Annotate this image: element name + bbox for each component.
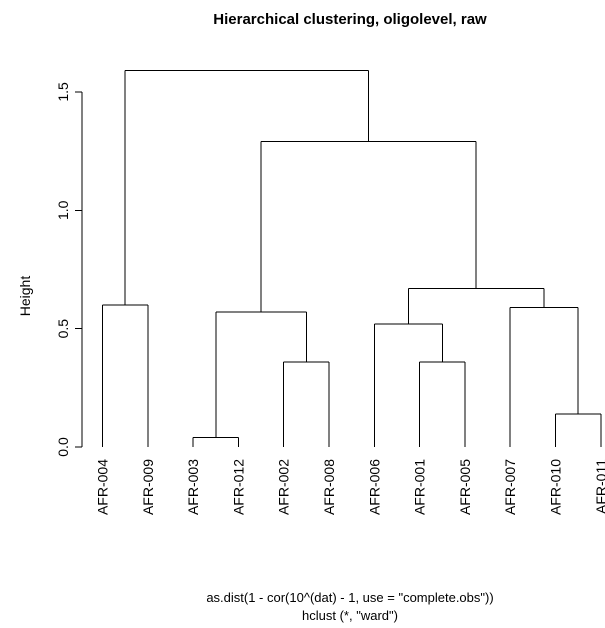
dendrogram-branches [102, 70, 602, 447]
y-tick-label: 0.5 [55, 319, 71, 339]
leaf-label: AFR-009 [140, 459, 156, 515]
y-axis: 0.0 0.5 1.0 1.5 [55, 82, 83, 457]
leaf-label: AFR-012 [230, 459, 246, 515]
leaf-label: AFR-003 [185, 459, 201, 515]
y-axis-label: Height [17, 276, 33, 317]
leaf-label: AFR-005 [457, 459, 473, 515]
y-tick-label: 0.0 [55, 437, 71, 457]
leaf-label: AFR-002 [276, 459, 292, 515]
y-tick-label: 1.0 [55, 200, 71, 220]
x-axis-label: as.dist(1 - cor(10^(dat) - 1, use = "com… [206, 590, 493, 605]
leaf-label: AFR-001 [412, 459, 428, 515]
leaf-label: AFR-004 [95, 459, 111, 515]
leaf-labels: AFR-004 AFR-009 AFR-003 AFR-012 AFR-002 AFR-0… [95, 459, 605, 515]
leaf-label: AFR-006 [366, 459, 382, 515]
y-tick-label: 1.5 [55, 82, 71, 102]
leaf-label: AFR-008 [321, 459, 337, 515]
leaf-label: AFR-010 [548, 459, 564, 515]
chart-title: Hierarchical clustering, oligolevel, raw [213, 11, 487, 28]
x-axis-sublabel: hclust (*, "ward") [302, 608, 398, 623]
leaf-label: AFR-011 [593, 459, 605, 514]
leaf-label: AFR-007 [502, 459, 518, 515]
